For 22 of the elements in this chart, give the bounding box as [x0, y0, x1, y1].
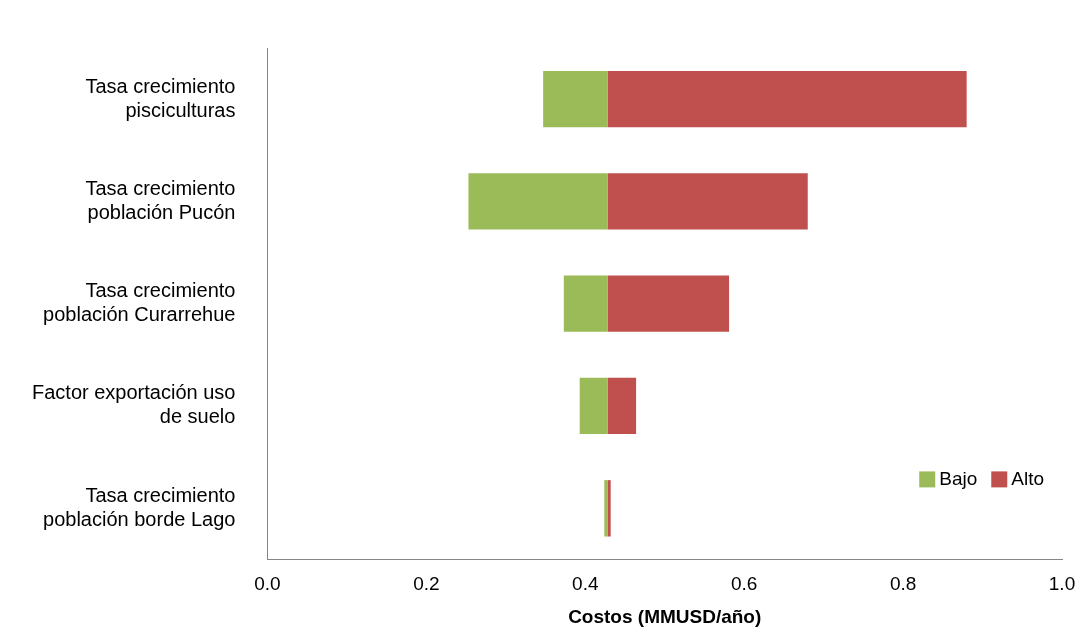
x-axis-title: Costos (MMUSD/año)	[568, 605, 762, 627]
y-tick-label: Tasa crecimiento población Curarrehue	[43, 279, 236, 326]
bar	[607, 173, 808, 230]
bar	[579, 377, 608, 435]
bar	[468, 173, 608, 230]
x-tick-label: 1.0	[1048, 573, 1076, 595]
legend-label: Bajo	[939, 467, 978, 489]
bar	[607, 377, 637, 435]
bar	[563, 275, 608, 332]
x-tick-label: 0.2	[413, 573, 440, 595]
x-tick-label: 0.0	[254, 573, 281, 595]
y-tick-label: Tasa crecimiento pisciculturas	[85, 74, 236, 121]
y-tick-label: Tasa crecimiento población borde Lago	[43, 483, 236, 530]
y-tick-label: Tasa crecimiento población Pucón	[85, 176, 236, 223]
x-tick-label: 0.6	[730, 573, 758, 595]
x-tick-label: 0.4	[572, 573, 599, 595]
bar	[543, 71, 608, 128]
bar	[607, 71, 967, 128]
bar	[607, 275, 730, 332]
y-tick-label: Factor exportación uso de suelo	[32, 381, 236, 428]
x-tick-label: 0.8	[889, 573, 917, 595]
legend-label: Alto	[1011, 467, 1045, 489]
